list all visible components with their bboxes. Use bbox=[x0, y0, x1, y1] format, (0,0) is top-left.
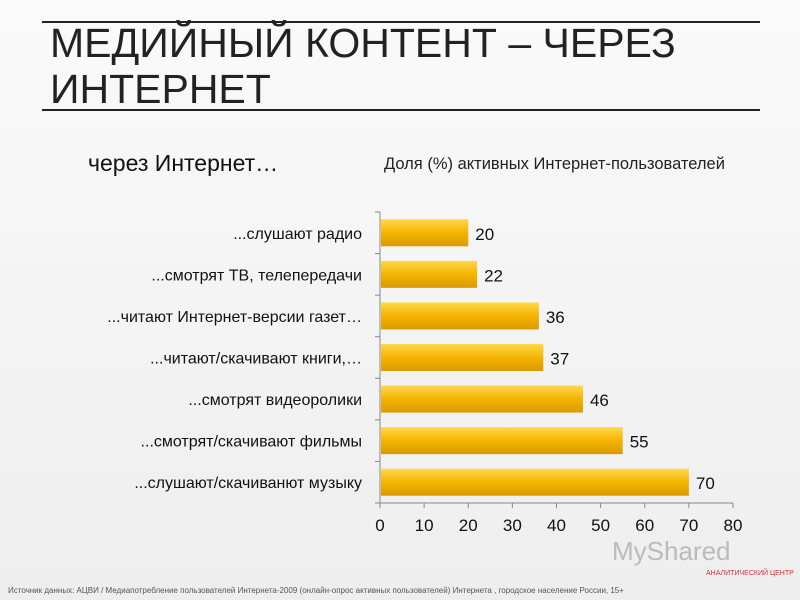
category-label: ...слушают радио bbox=[233, 226, 362, 243]
x-tick-label: 60 bbox=[635, 516, 654, 535]
bar bbox=[381, 344, 544, 371]
slide-title: МЕДИЙНЫЙ КОНТЕНТ – ЧЕРЕЗ ИНТЕРНЕТ bbox=[50, 20, 676, 112]
category-label: ...смотрят/скачивают фильмы bbox=[141, 434, 362, 451]
watermark: MyShared bbox=[612, 536, 731, 566]
data-label: 22 bbox=[484, 266, 503, 285]
category-label: ...читают/скачивают книги,… bbox=[150, 351, 362, 368]
category-label: ...читают Интернет-версии газет… bbox=[107, 309, 362, 326]
x-tick-label: 40 bbox=[547, 516, 566, 535]
bar bbox=[381, 385, 583, 413]
bar bbox=[381, 260, 478, 288]
chart-title: Доля (%) активных Интернет-пользователей bbox=[384, 155, 725, 173]
slide-subtitle: через Интернет… bbox=[88, 150, 279, 176]
title-rule-top bbox=[42, 21, 760, 23]
category-label: ...смотрят видеоролики bbox=[188, 392, 362, 409]
logo: АНАЛИТИЧЕСКИЙ ЦЕНТР bbox=[706, 570, 794, 577]
x-tick-label: 20 bbox=[459, 516, 478, 535]
data-label: 70 bbox=[696, 474, 715, 493]
x-tick-label: 30 bbox=[503, 516, 522, 535]
data-label: 55 bbox=[630, 433, 649, 452]
data-label: 36 bbox=[546, 308, 565, 327]
source-note: Источник данных: АЦВИ / Медиапотребление… bbox=[8, 586, 624, 595]
data-label: 37 bbox=[550, 350, 569, 369]
bar bbox=[381, 468, 689, 496]
x-tick-label: 50 bbox=[591, 516, 610, 535]
bar bbox=[381, 302, 539, 330]
data-label: 46 bbox=[590, 391, 609, 410]
title-rule-bottom bbox=[42, 109, 760, 111]
data-label: 20 bbox=[475, 225, 494, 244]
x-tick-label: 10 bbox=[415, 516, 434, 535]
x-tick-label: 0 bbox=[375, 516, 384, 535]
x-tick-label: 70 bbox=[679, 516, 698, 535]
category-label: ...смотрят ТВ, телепередачи bbox=[151, 267, 362, 284]
bar bbox=[381, 427, 623, 455]
x-tick-label: 80 bbox=[724, 516, 743, 535]
category-label: ...слушают/скачиванют музыку bbox=[134, 475, 362, 492]
bar bbox=[381, 219, 469, 247]
